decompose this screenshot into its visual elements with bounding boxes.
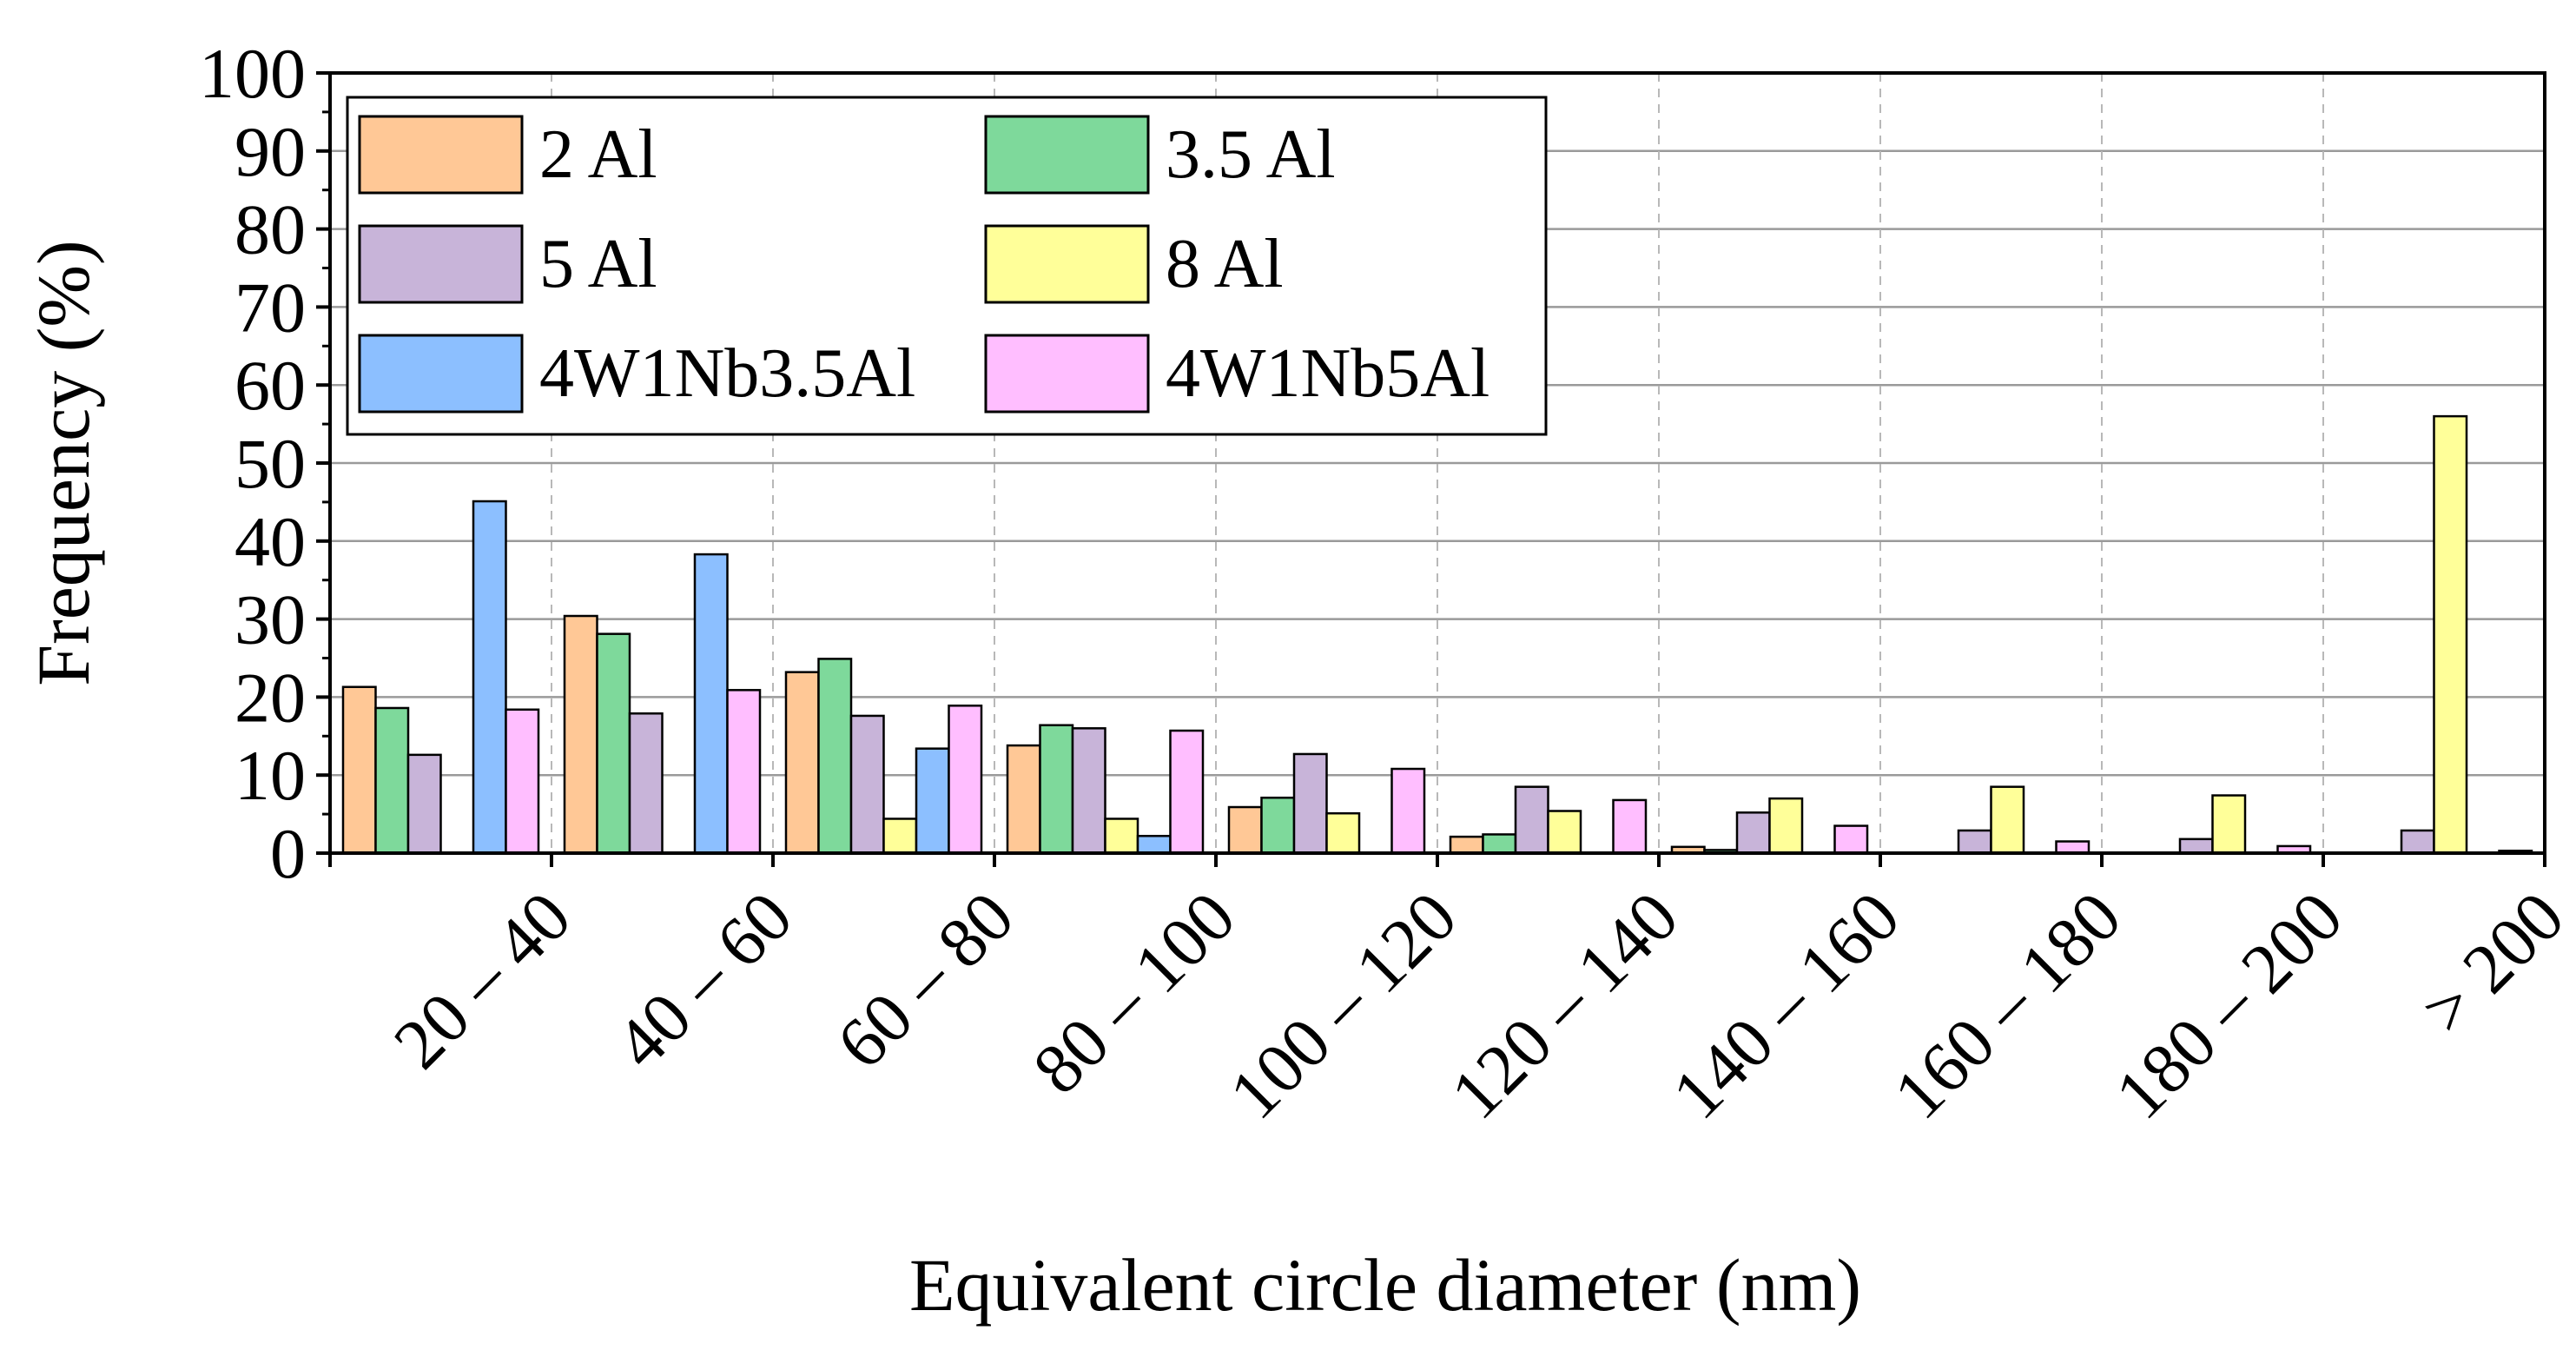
bar-8-al-8 [2211, 794, 2247, 855]
bar-4w1nb5al-6 [1833, 824, 1869, 855]
legend-box [346, 96, 1548, 436]
bar-2-al-3 [1006, 744, 1041, 855]
y-tick-label: 0 [270, 814, 306, 893]
bar-4w1nb3-5al-0 [472, 500, 507, 855]
y-tick-label: 40 [234, 502, 306, 581]
bar-8-al-9 [2433, 414, 2468, 855]
y-tick-label: 10 [234, 736, 306, 815]
y-tick-label: 30 [234, 580, 306, 659]
legend-swatch [984, 224, 1150, 304]
legend-swatch [984, 115, 1150, 195]
legend-label: 5 Al [539, 226, 657, 302]
bar-4w1nb5al-2 [948, 705, 983, 855]
bar-4w1nb5al-7 [2055, 840, 2091, 855]
bar-5-al-5 [1514, 785, 1549, 855]
bar-4w1nb3-5al-2 [915, 747, 950, 855]
bar-3-5-al-3 [1039, 724, 1074, 855]
bar-8-al-4 [1325, 811, 1361, 855]
bar-8-al-5 [1547, 810, 1582, 855]
legend-label: 4W1Nb5Al [1166, 335, 1489, 412]
legend-swatch [358, 224, 524, 304]
legend-label: 2 Al [539, 116, 657, 193]
bar-5-al-6 [1735, 811, 1771, 855]
legend-swatch [358, 115, 524, 195]
legend-swatch [984, 334, 1150, 414]
bar-5-al-9 [2400, 829, 2435, 855]
bar-4w1nb3-5al-3 [1136, 834, 1172, 855]
bar-2-al-5 [1449, 835, 1484, 855]
y-tick-label: 80 [234, 190, 306, 269]
bar-4w1nb5al-3 [1169, 729, 1205, 855]
legend-label: 3.5 Al [1166, 116, 1336, 193]
bar-5-al-8 [2178, 837, 2214, 855]
legend-label: 8 Al [1166, 226, 1284, 302]
bar-4w1nb5al-4 [1390, 767, 1426, 855]
bar-8-al-3 [1104, 818, 1139, 855]
bar-8-al-7 [1990, 785, 2025, 855]
bar-3-5-al-0 [374, 706, 410, 855]
legend-label: 4W1Nb3.5Al [539, 335, 915, 412]
y-tick-label: 90 [234, 112, 306, 191]
bar-8-al-2 [882, 818, 918, 855]
bar-4w1nb3-5al-1 [693, 553, 729, 855]
bar-2-al-2 [784, 671, 820, 855]
bar-5-al-4 [1292, 752, 1328, 855]
y-tick-label: 100 [199, 34, 306, 113]
bar-3-5-al-1 [596, 632, 631, 855]
bar-5-al-1 [628, 712, 664, 855]
y-tick-label: 60 [234, 346, 306, 425]
y-tick-label: 70 [234, 268, 306, 347]
bar-3-5-al-2 [817, 658, 853, 855]
y-tick-label: 20 [234, 658, 306, 737]
legend-swatch [358, 334, 524, 414]
bar-4w1nb5al-5 [1612, 798, 1648, 855]
bar-2-al-0 [341, 685, 377, 855]
bar-5-al-0 [406, 753, 442, 855]
bar-3-5-al-5 [1482, 833, 1517, 855]
legend: 2 Al 3.5 Al 5 Al 8 Al 4W1Nb3.5Al 4W1Nb5Al [346, 96, 1548, 436]
y-tick-label: 50 [234, 424, 306, 503]
bar-2-al-1 [563, 614, 598, 855]
bar-4w1nb5al-0 [505, 708, 540, 855]
bar-2-al-4 [1227, 805, 1263, 855]
bar-4w1nb5al-1 [726, 689, 762, 855]
y-axis-title: Frequency (%) [22, 240, 105, 685]
bar-8-al-6 [1768, 797, 1804, 855]
bar-5-al-3 [1071, 727, 1106, 855]
bar-5-al-2 [849, 714, 885, 855]
bar-3-5-al-4 [1260, 796, 1296, 855]
x-axis-title: Equivalent circle diameter (nm) [909, 1243, 1861, 1327]
bar-5-al-7 [1957, 829, 1992, 855]
